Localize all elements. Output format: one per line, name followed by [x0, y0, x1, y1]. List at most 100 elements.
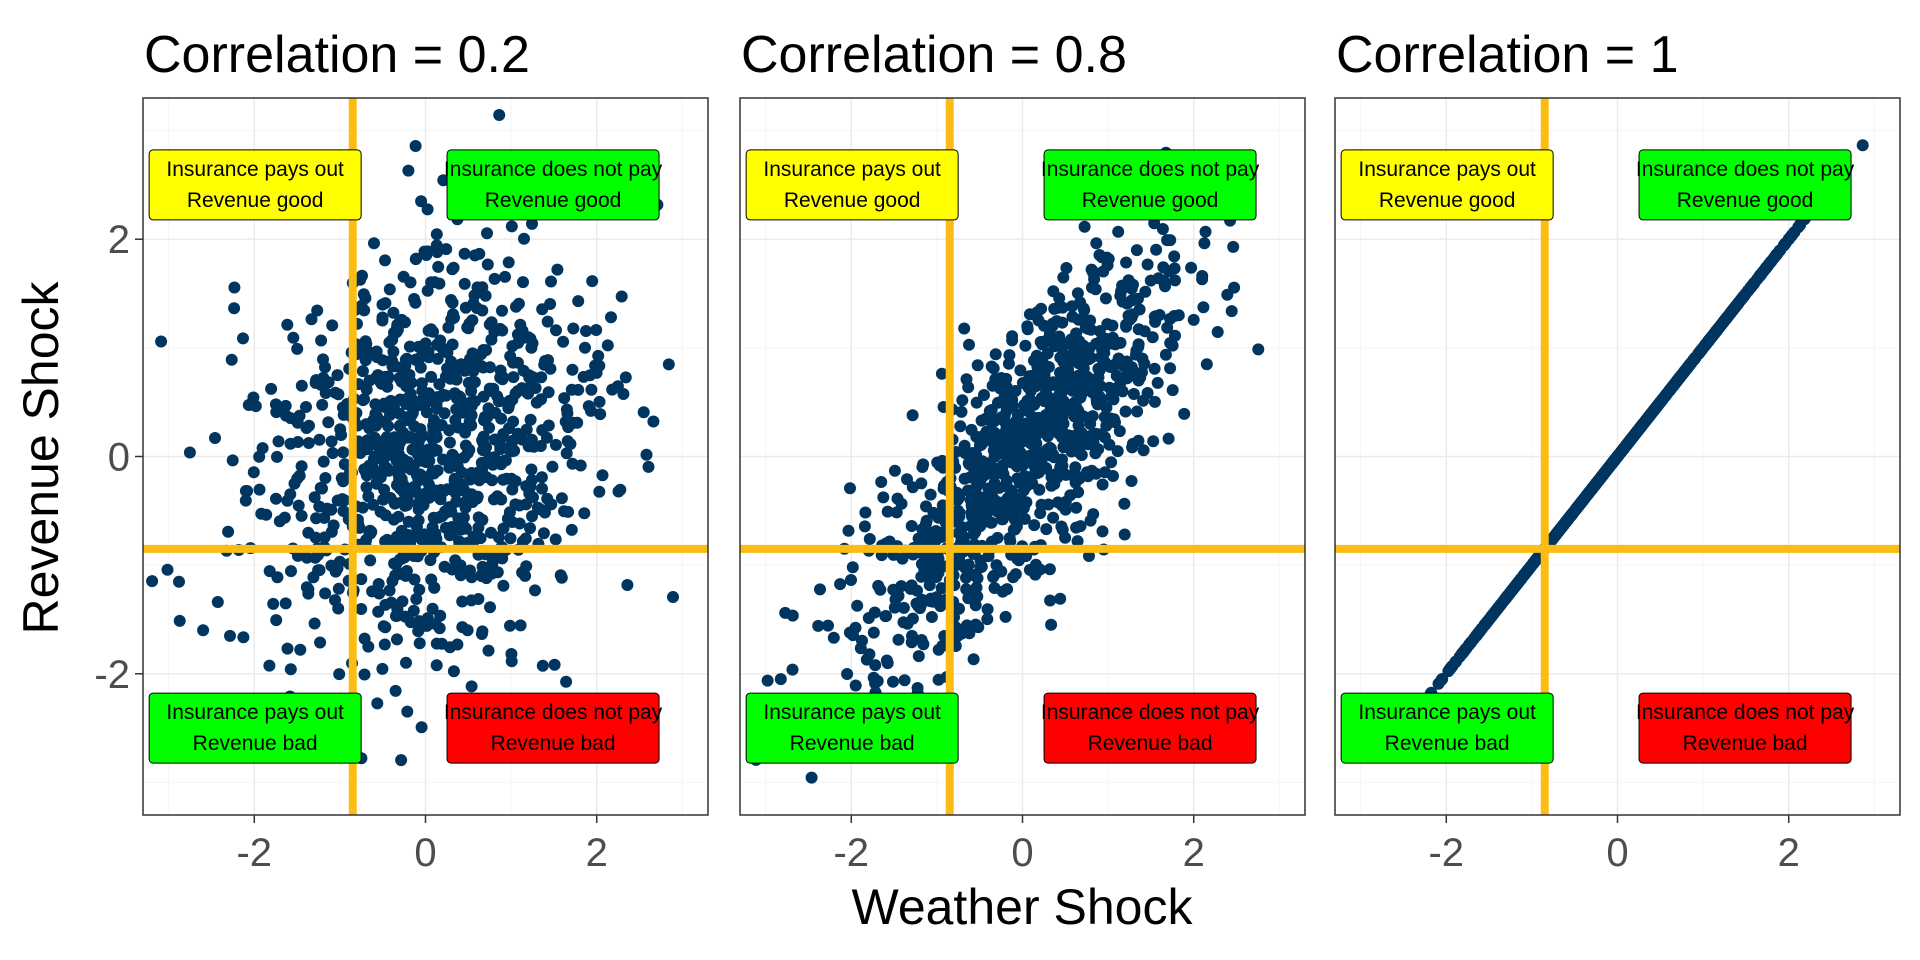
data-point — [1679, 364, 1691, 377]
data-point — [983, 414, 996, 427]
data-point — [400, 491, 413, 504]
data-point — [1009, 568, 1022, 581]
data-point — [593, 395, 606, 408]
data-point — [580, 325, 592, 337]
data-point — [1072, 486, 1085, 499]
data-point — [404, 276, 417, 289]
data-point — [437, 453, 449, 466]
data-point — [379, 509, 392, 522]
data-point — [962, 457, 975, 470]
data-point — [1044, 594, 1057, 607]
data-point — [481, 227, 493, 240]
data-point — [445, 521, 458, 533]
data-point — [476, 304, 489, 317]
data-point — [239, 485, 252, 497]
data-point — [483, 421, 496, 434]
data-point — [472, 521, 485, 534]
data-point — [1040, 523, 1053, 536]
data-point — [536, 482, 548, 495]
data-point — [459, 426, 472, 439]
data-point — [869, 677, 882, 690]
data-point — [999, 610, 1012, 623]
data-point — [1011, 409, 1024, 421]
data-point — [496, 371, 509, 383]
data-point — [313, 564, 326, 577]
data-point — [1070, 400, 1083, 413]
data-point — [1139, 285, 1152, 298]
data-point — [1211, 326, 1224, 338]
data-point — [448, 387, 461, 400]
data-point — [465, 467, 478, 479]
data-point — [505, 220, 518, 233]
data-point — [1057, 271, 1070, 284]
data-point — [558, 392, 571, 405]
data-point — [952, 504, 965, 517]
data-point — [1611, 451, 1623, 464]
data-point — [379, 297, 392, 310]
data-point — [540, 431, 553, 444]
data-point — [1030, 467, 1043, 480]
data-point — [242, 399, 255, 411]
data-point — [465, 680, 478, 693]
data-point — [925, 611, 938, 623]
data-point — [1164, 337, 1177, 349]
data-point — [269, 398, 282, 411]
data-point — [225, 353, 238, 366]
data-point — [354, 273, 367, 286]
data-point — [476, 281, 489, 294]
data-point — [1107, 393, 1120, 406]
data-point — [812, 619, 825, 632]
data-point — [987, 362, 1000, 375]
data-point — [962, 381, 975, 394]
data-point — [497, 522, 510, 535]
quadrant-label-box — [1043, 149, 1257, 221]
data-point — [890, 506, 903, 519]
data-point — [1108, 337, 1121, 350]
data-point — [425, 370, 438, 383]
data-point — [421, 612, 434, 625]
data-point — [270, 492, 282, 505]
data-point — [423, 454, 436, 467]
data-point — [475, 568, 488, 581]
data-point — [1458, 645, 1471, 658]
data-point — [889, 593, 902, 606]
data-point — [881, 505, 894, 518]
data-point — [1631, 424, 1644, 437]
data-point — [263, 659, 276, 672]
panel-1: Correlation = 0.2 Insurance pays out Reven… — [94, 26, 709, 875]
data-point — [413, 637, 426, 650]
data-point — [585, 383, 598, 396]
data-point — [1435, 673, 1448, 686]
data-point — [898, 674, 911, 687]
data-point — [561, 435, 574, 448]
data-point — [1000, 381, 1013, 394]
data-point — [1593, 473, 1606, 486]
data-point — [407, 481, 420, 494]
data-point — [395, 754, 408, 767]
data-point — [970, 396, 983, 409]
data-point — [1100, 401, 1113, 414]
data-point — [1601, 463, 1614, 476]
data-point — [314, 636, 327, 649]
data-point — [846, 561, 859, 574]
data-point — [954, 420, 967, 433]
data-point — [1083, 342, 1096, 355]
data-point — [387, 306, 400, 319]
data-point — [1151, 376, 1164, 389]
data-point — [396, 529, 409, 542]
data-point — [594, 408, 607, 421]
quadrant-label: Insurance pays out Revenue bad — [1340, 692, 1554, 764]
data-point — [456, 466, 468, 479]
data-point — [1098, 346, 1111, 359]
data-point — [443, 501, 455, 514]
data-point — [359, 335, 372, 348]
data-point — [496, 304, 508, 317]
data-point — [522, 331, 535, 344]
data-point — [403, 340, 416, 353]
data-point — [404, 616, 417, 629]
data-point — [525, 463, 538, 476]
data-point — [614, 483, 627, 496]
data-point — [253, 483, 266, 496]
data-point — [858, 520, 871, 533]
data-point — [1130, 244, 1143, 257]
